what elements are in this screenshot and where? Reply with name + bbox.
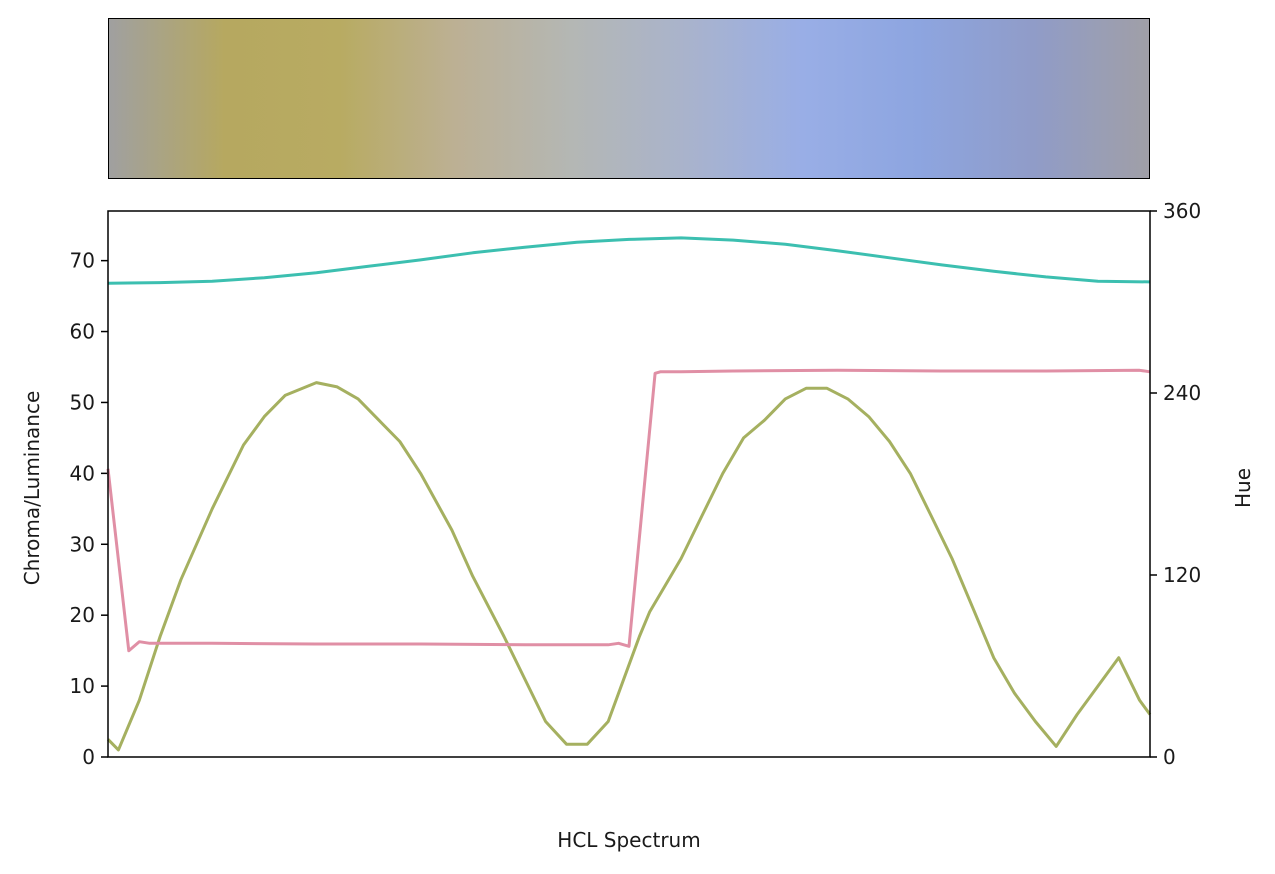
right-tick-label: 240 (1163, 381, 1201, 405)
right-tick-label: 360 (1163, 199, 1201, 223)
series-line-luminance (108, 238, 1150, 283)
left-tick-label: 0 (82, 745, 95, 769)
plot-frame (108, 211, 1150, 757)
right-tick-label: 120 (1163, 563, 1201, 587)
left-tick-label: 20 (70, 603, 95, 627)
y-axis-label-left: Chroma/Luminance (20, 391, 44, 586)
left-axis-ticks: 0 10 20 30 40 50 60 70 (70, 249, 108, 769)
left-tick-label: 60 (70, 320, 95, 344)
left-tick-label: 50 (70, 390, 95, 414)
left-tick-label: 10 (70, 674, 95, 698)
right-axis-ticks: 0 120 240 360 (1150, 199, 1201, 769)
left-tick-label: 40 (70, 461, 95, 485)
series-line-hue (108, 370, 1150, 651)
left-tick-label: 30 (70, 532, 95, 556)
y-axis-label-right: Hue (1231, 468, 1255, 508)
x-axis-label: HCL Spectrum (557, 828, 700, 852)
left-tick-label: 70 (70, 249, 95, 273)
series-lines (108, 238, 1150, 750)
series-line-chroma (108, 383, 1150, 750)
right-tick-label: 0 (1163, 745, 1176, 769)
